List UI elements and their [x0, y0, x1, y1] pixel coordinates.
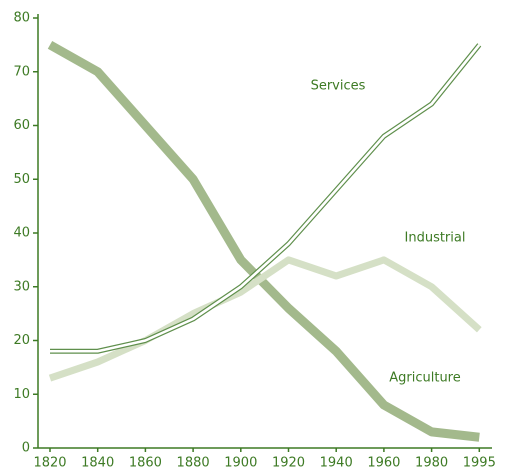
series-line-inner — [50, 44, 481, 353]
x-tick-label: 1960 — [367, 456, 400, 469]
y-tick-label: 40 — [13, 226, 30, 241]
x-tick-label: 1860 — [129, 456, 162, 469]
y-tick-label: 0 — [22, 441, 30, 456]
x-tick-label: 1840 — [81, 456, 114, 469]
series-label: Services — [311, 79, 366, 94]
x-tick-label: 1820 — [33, 456, 66, 469]
y-tick-label: 80 — [13, 11, 30, 26]
x-tick-label: 1940 — [320, 456, 353, 469]
series-label: Agriculture — [389, 371, 461, 386]
x-tick-label: 1920 — [272, 456, 305, 469]
y-tick-label: 50 — [13, 172, 30, 187]
y-tick-label: 10 — [13, 387, 30, 402]
series-line — [47, 40, 480, 442]
series-label: Industrial — [405, 231, 466, 246]
x-tick-label: 1980 — [415, 456, 448, 469]
x-tick-label: 1995 — [463, 456, 496, 469]
x-tick-label: 1900 — [224, 456, 257, 469]
y-tick-label: 20 — [13, 333, 30, 348]
y-tick-label: 70 — [13, 64, 30, 79]
x-tick-label: 1880 — [177, 456, 210, 469]
series-line — [48, 256, 482, 382]
y-tick-label: 30 — [13, 279, 30, 294]
y-tick-label: 60 — [13, 118, 30, 133]
